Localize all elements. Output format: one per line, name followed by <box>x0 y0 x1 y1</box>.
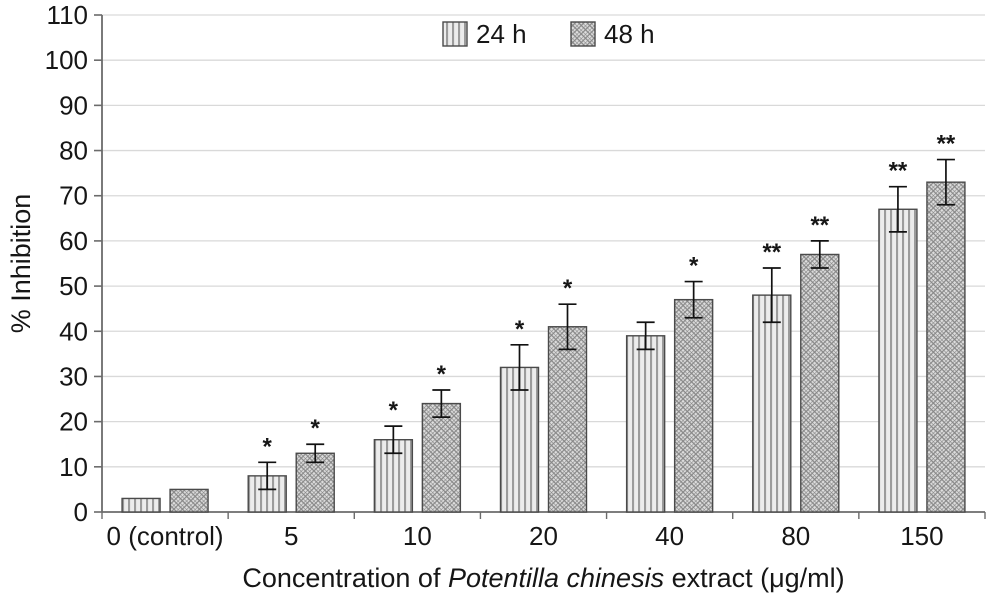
bar-24h <box>878 208 918 513</box>
y-tick-label: 90 <box>59 90 88 120</box>
significance-star: ** <box>937 131 956 158</box>
x-axis-title: Concentration of Potentilla chinesis ext… <box>242 563 844 593</box>
bar-48h <box>295 452 335 513</box>
y-tick-label: 110 <box>47 0 88 30</box>
x-tick-label: 20 <box>529 521 558 551</box>
y-tick-label: 100 <box>45 45 88 75</box>
significance-star: ** <box>762 239 781 266</box>
bar-48h <box>169 488 209 513</box>
x-tick-label: 80 <box>781 521 810 551</box>
bar-48h <box>673 298 714 513</box>
legend-swatch-48h <box>570 21 596 47</box>
y-tick-label: 20 <box>59 407 88 437</box>
significance-star: * <box>311 415 321 442</box>
bar-24h <box>752 294 792 513</box>
y-tick-label: 40 <box>59 316 88 346</box>
y-tick-label: 30 <box>59 361 88 391</box>
bar-48h <box>547 326 588 513</box>
x-tick-label: 5 <box>284 521 298 551</box>
y-axis-title: % Inhibition <box>6 194 36 334</box>
significance-star: * <box>563 275 573 302</box>
bar-24h <box>625 335 666 513</box>
significance-star: * <box>515 316 525 343</box>
significance-star: ** <box>889 158 908 185</box>
bar-48h <box>421 402 462 513</box>
legend-label: 48 h <box>604 19 655 49</box>
bar-48h <box>926 181 966 513</box>
significance-star: ** <box>810 212 829 239</box>
significance-star: * <box>263 433 273 460</box>
bar-48h <box>800 253 840 513</box>
y-tick-label: 0 <box>74 497 88 527</box>
y-tick-label: 10 <box>59 452 88 482</box>
x-tick-label: 40 <box>655 521 684 551</box>
x-tick-label: 150 <box>900 521 943 551</box>
y-tick-label: 70 <box>59 181 88 211</box>
y-tick-label: 80 <box>59 136 88 166</box>
legend-label: 24 h <box>476 19 527 49</box>
x-tick-label: 0 (control) <box>107 521 224 551</box>
bar-24h <box>499 366 540 513</box>
y-tick-label: 60 <box>59 226 88 256</box>
significance-star: * <box>437 361 447 388</box>
legend-swatch-24h <box>442 21 468 47</box>
bar-24h <box>247 475 287 513</box>
x-tick-label: 10 <box>403 521 432 551</box>
significance-star: * <box>389 397 399 424</box>
bar-24h <box>121 497 161 513</box>
y-tick-label: 50 <box>59 271 88 301</box>
significance-star: * <box>689 253 699 280</box>
